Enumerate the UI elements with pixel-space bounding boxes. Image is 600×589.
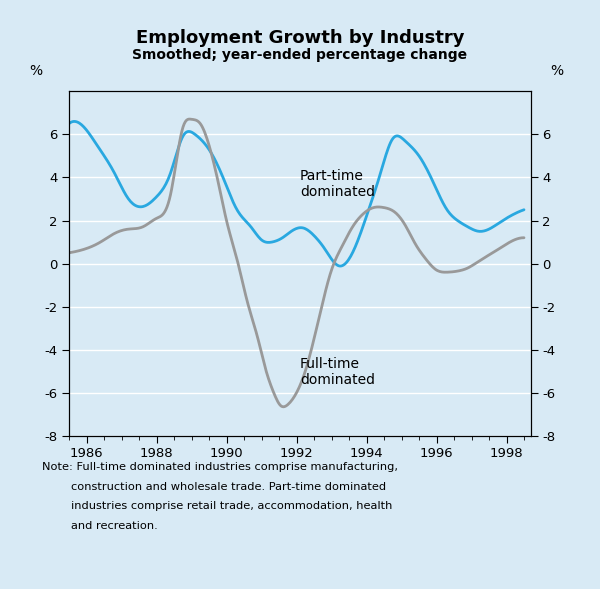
Text: and recreation.: and recreation.: [42, 521, 158, 531]
Text: Employment Growth by Industry: Employment Growth by Industry: [136, 29, 464, 47]
Text: Smoothed; year-ended percentage change: Smoothed; year-ended percentage change: [133, 48, 467, 62]
Text: Full-time
dominated: Full-time dominated: [300, 357, 375, 387]
Text: industries comprise retail trade, accommodation, health: industries comprise retail trade, accomm…: [42, 501, 392, 511]
Text: construction and wholesale trade. Part-time dominated: construction and wholesale trade. Part-t…: [42, 482, 386, 492]
Text: %: %: [550, 64, 563, 78]
Text: %: %: [30, 64, 43, 78]
Text: Note: Full-time dominated industries comprise manufacturing,: Note: Full-time dominated industries com…: [42, 462, 398, 472]
Text: Part-time
dominated: Part-time dominated: [300, 169, 375, 200]
